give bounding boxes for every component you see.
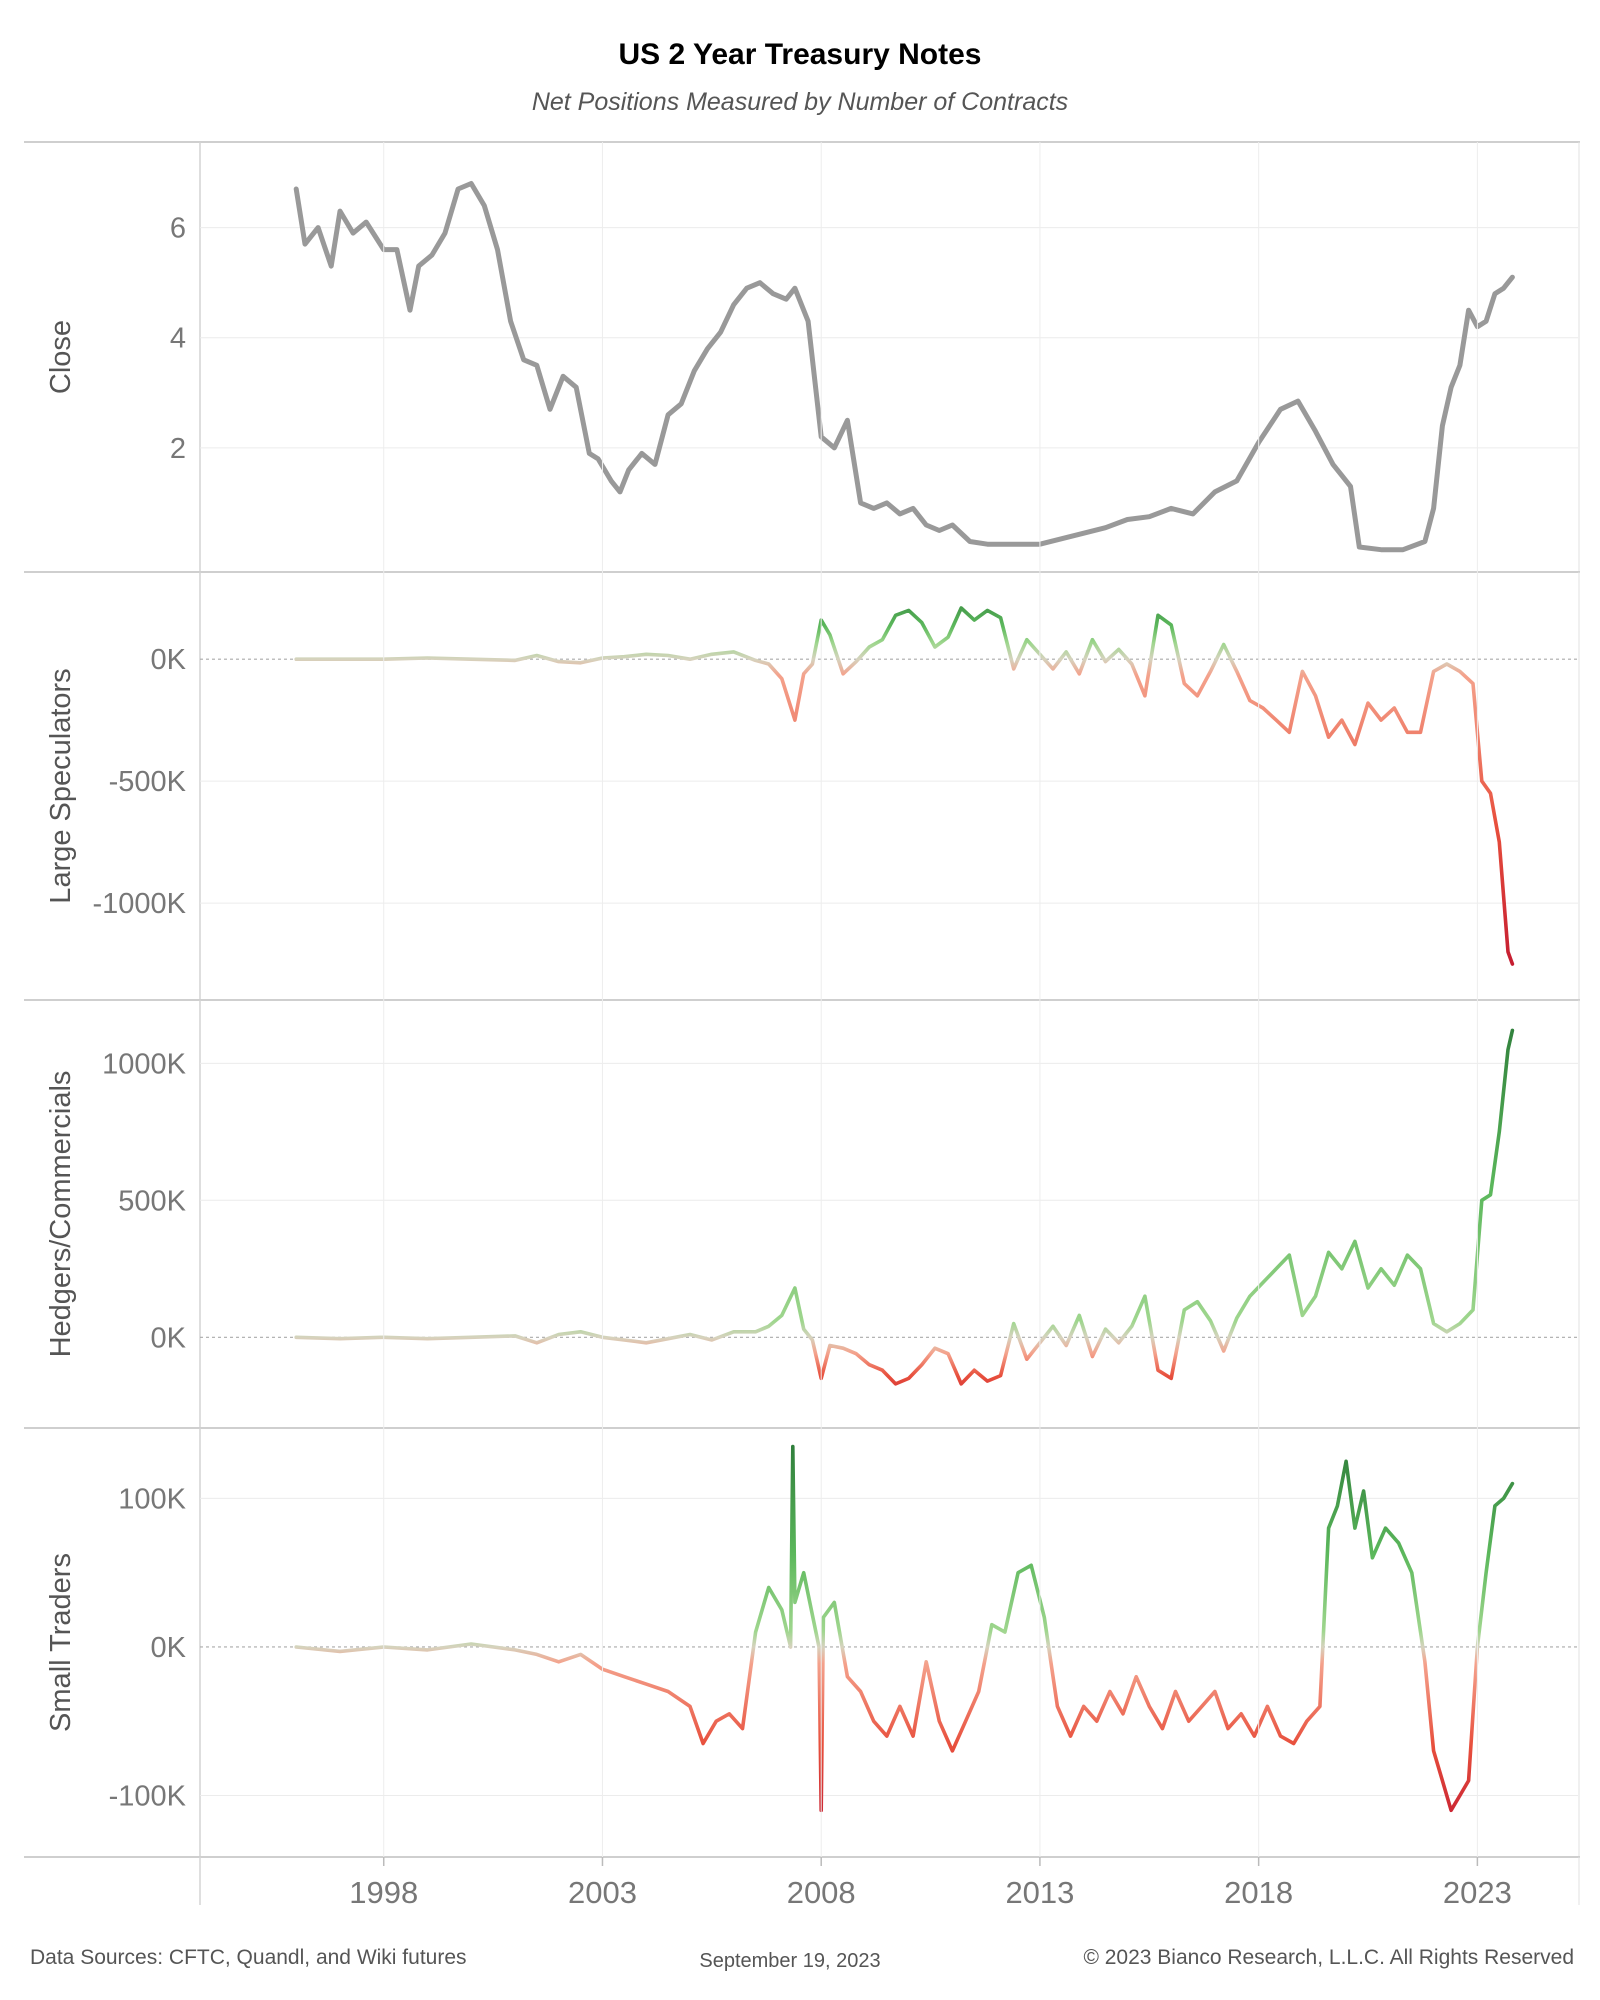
series-line bbox=[293, 181, 1515, 553]
chart-title: US 2 Year Treasury Notes bbox=[618, 38, 982, 71]
y-axis-title: Large Speculators bbox=[45, 668, 77, 903]
y-tick-label: -1000K bbox=[92, 888, 186, 920]
series-line bbox=[294, 1444, 1515, 1813]
y-axis-title: Close bbox=[45, 320, 77, 394]
panel-close: 2 4 6 Close bbox=[24, 141, 1580, 572]
panel-small-traders: 0K 100K -100K Small Traders bbox=[24, 1427, 1580, 1857]
x-tick-label: 2003 bbox=[568, 1875, 637, 1910]
y-tick-label: 0K bbox=[151, 644, 187, 676]
y-axis-title: Hedgers/Commercials bbox=[45, 1071, 77, 1358]
y-tick-label: 4 bbox=[170, 323, 186, 355]
y-tick-label: -100K bbox=[109, 1780, 187, 1812]
series-line bbox=[294, 1028, 1515, 1386]
y-axis-title: Small Traders bbox=[45, 1553, 77, 1732]
panel-large-speculators: 0K -500K -1000K Large Speculators bbox=[24, 571, 1580, 1000]
x-tick-label: 1998 bbox=[349, 1875, 418, 1910]
y-tick-label: 0K bbox=[151, 1322, 187, 1354]
footer-sources: Data Sources: CFTC, Quandl, and Wiki fut… bbox=[30, 1946, 467, 1969]
y-tick-label: 0K bbox=[151, 1632, 187, 1664]
series-line bbox=[294, 606, 1515, 966]
x-tick-label: 2013 bbox=[1005, 1875, 1074, 1910]
x-tick-label: 2008 bbox=[787, 1875, 856, 1910]
footer-copyright: © 2023 Bianco Research, L.L.C. All Right… bbox=[1083, 1946, 1574, 1969]
chart-subtitle: Net Positions Measured by Number of Cont… bbox=[531, 88, 1069, 116]
x-tick-label: 2018 bbox=[1224, 1875, 1293, 1910]
y-tick-label: 6 bbox=[170, 213, 186, 245]
y-tick-label: 1000K bbox=[102, 1048, 187, 1080]
x-tick-label: 2023 bbox=[1443, 1875, 1512, 1910]
y-tick-label: -500K bbox=[109, 766, 187, 798]
y-tick-label: 2 bbox=[170, 433, 186, 465]
footer-date: September 19, 2023 bbox=[699, 1950, 881, 1972]
y-tick-label: 100K bbox=[118, 1483, 186, 1515]
x-axis: 1998 2003 2008 2013 2018 2023 bbox=[24, 142, 1580, 1910]
panel-hedgers-commercials: 0K 500K 1000K Hedgers/Commercials bbox=[24, 999, 1580, 1428]
y-tick-label: 500K bbox=[118, 1185, 186, 1217]
